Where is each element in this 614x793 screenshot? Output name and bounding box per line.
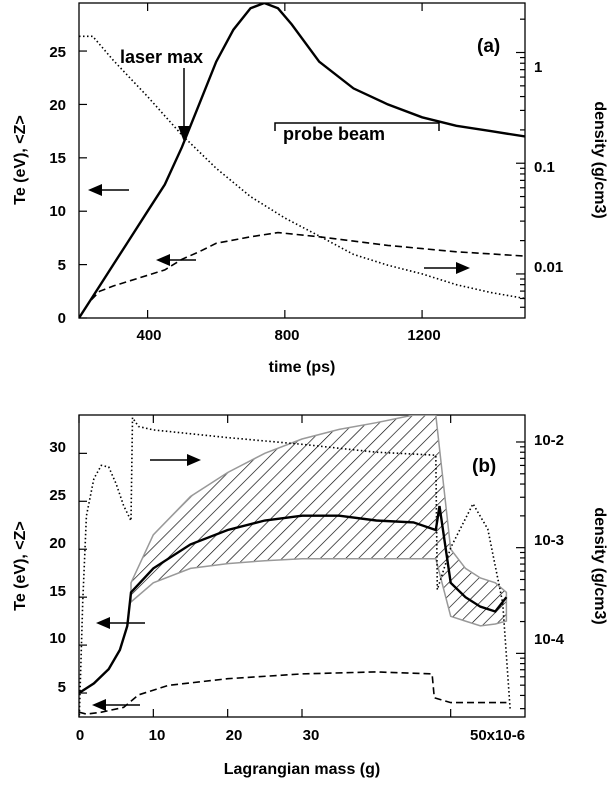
y-tick-label: 25 xyxy=(49,44,66,61)
yr-tick-label: 0.01 xyxy=(534,259,563,276)
series-temperature-line xyxy=(79,505,508,695)
plot-frame-a xyxy=(78,2,526,319)
x-axis-label: time (ps) xyxy=(269,359,336,376)
x-tick-label: 1200 xyxy=(407,327,440,344)
y-axis-label: Te (eV), <Z> xyxy=(12,521,29,611)
panel-label-b: (b) xyxy=(472,456,496,477)
tick-marks-a xyxy=(79,3,525,319)
panel-a: 0 5 10 15 20 25 1 0.1 0.01 400 800 1200 … xyxy=(12,2,608,376)
y-tick-label: 5 xyxy=(58,257,66,274)
x-axis-label: Lagrangian mass (g) xyxy=(224,761,380,778)
x-tick-label: 800 xyxy=(274,327,299,344)
yr-tick-label: 10-2 xyxy=(534,432,564,449)
arrow-left-icon xyxy=(92,699,140,711)
x-tick-label: 30 xyxy=(303,727,320,744)
yr-tick-label: 1 xyxy=(534,59,542,76)
y-tick-label: 10 xyxy=(49,630,66,647)
y-axis-label: Te (eV), <Z> xyxy=(12,115,29,205)
y-tick-label: 10 xyxy=(49,203,66,220)
arrow-left-icon xyxy=(96,617,145,629)
y-axis-label-right: density (g/cm3) xyxy=(591,507,608,624)
x-tick-label: 10 xyxy=(149,727,166,744)
series-charge-line xyxy=(79,671,507,715)
y-tick-label: 15 xyxy=(49,150,66,167)
tick-marks-b xyxy=(78,415,525,717)
y-tick-label: 20 xyxy=(49,97,66,114)
laser-max-label: laser max xyxy=(120,47,203,67)
x-tick-label: 0 xyxy=(76,727,84,744)
y-tick-label: 5 xyxy=(58,679,66,696)
arrow-left-icon xyxy=(88,184,129,196)
x-tick-label: 20 xyxy=(226,727,243,744)
uncertainty-band xyxy=(130,415,508,627)
yr-tick-label: 0.1 xyxy=(534,159,555,176)
y-tick-label: 30 xyxy=(49,439,66,456)
y-tick-label: 0 xyxy=(58,310,66,327)
arrow-left-icon xyxy=(156,254,196,266)
panel-b: 5 10 15 20 25 30 10-2 10-3 10-4 0 10 20 … xyxy=(12,414,608,778)
series-density-line xyxy=(79,415,511,717)
yr-tick-label: 10-3 xyxy=(534,532,564,549)
series-density-line xyxy=(79,35,525,300)
probe-beam-label: probe beam xyxy=(283,124,385,144)
series-temperature-line xyxy=(79,3,525,318)
series-charge-line xyxy=(79,231,525,318)
arrow-right-icon xyxy=(150,454,201,466)
x-tick-label: 50x10-6 xyxy=(470,727,525,744)
laser-max-arrow-head xyxy=(178,126,190,142)
y-axis-label-right: density (g/cm3) xyxy=(591,101,608,218)
x-tick-label: 400 xyxy=(136,327,161,344)
yr-tick-label: 10-4 xyxy=(534,631,565,648)
arrow-right-icon xyxy=(424,262,470,274)
y-tick-label: 15 xyxy=(49,583,66,600)
y-tick-label: 25 xyxy=(49,487,66,504)
y-tick-label: 20 xyxy=(49,535,66,552)
panel-label-a: (a) xyxy=(477,36,500,57)
probe-beam-bracket xyxy=(274,122,440,131)
